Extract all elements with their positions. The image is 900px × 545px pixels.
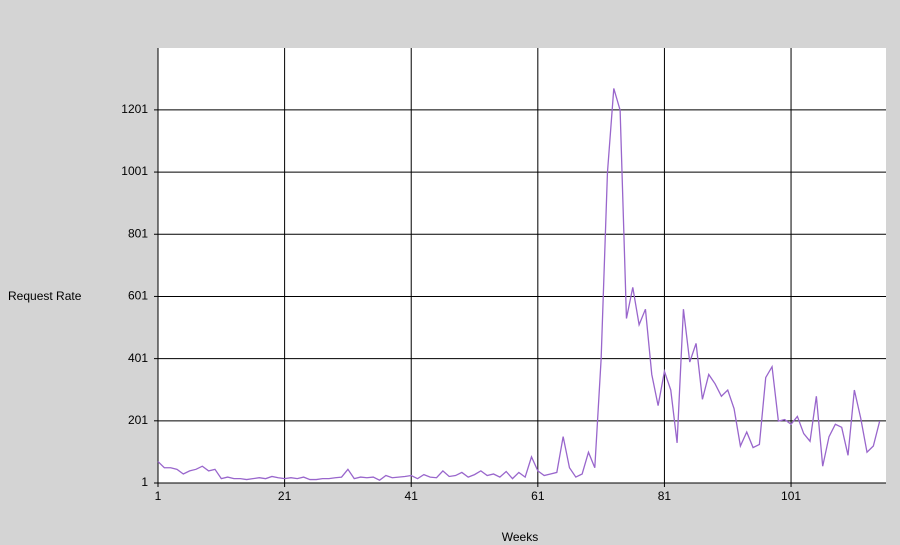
y-tick-label: 1001	[121, 164, 148, 178]
y-axis-label: Request Rate	[8, 289, 82, 303]
x-tick-label: 41	[405, 489, 419, 503]
x-axis-label: Weeks	[502, 530, 538, 544]
y-tick-label: 1201	[121, 102, 148, 116]
x-tick-label: 21	[278, 489, 292, 503]
y-tick-label: 801	[128, 226, 148, 240]
y-tick-label: 401	[128, 351, 148, 365]
data-line	[157, 88, 881, 481]
y-tick-label: 201	[128, 413, 148, 427]
x-tick-label: 101	[781, 489, 801, 503]
x-tick-label: 1	[155, 489, 162, 503]
y-tick-label: 1	[141, 475, 148, 489]
x-tick-label: 81	[658, 489, 672, 503]
x-tick-label: 61	[531, 489, 545, 503]
y-tick-label: 601	[128, 289, 148, 303]
plot-area	[158, 48, 886, 483]
